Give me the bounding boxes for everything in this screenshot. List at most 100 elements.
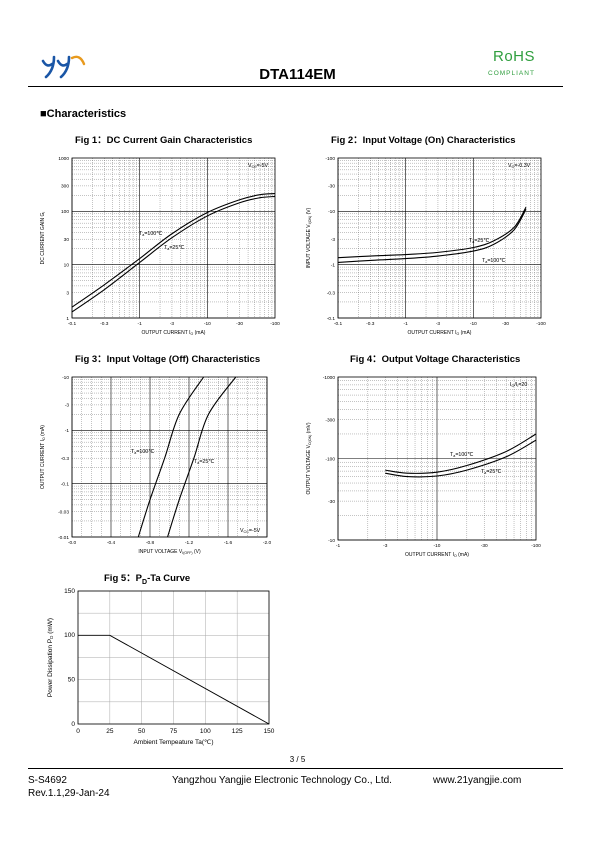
fig4-annotation: IO/II=20 [510,382,527,388]
y-axis-label: Power Dissipation PD (mW) [47,618,54,697]
fig2-series-label: Ta=100℃ [482,258,505,264]
x-tick-label: -10 [204,321,211,327]
fig1-series-line [71,193,276,308]
fig3-series-line [167,376,237,538]
y-tick-label: -100 [325,156,335,162]
y-tick-label: 150 [64,588,75,595]
fig4-series-line [385,433,537,474]
x-tick-label: -30 [236,321,243,327]
x-tick-label: -10 [470,321,477,327]
fig4-frame [337,376,537,541]
x-tick-label: -1 [336,543,341,549]
footer-divider [28,768,563,769]
fig1-series-line [71,195,276,313]
header-divider [28,86,563,87]
fig4-chart: -1 -3 -10 -30 -100 -10 -30 -100 -300 -1000 OUTPUT … [306,375,541,558]
compliant-label: COMPLIANT [488,70,535,77]
y-tick-label: 100 [61,209,69,215]
x-tick-label: -100 [531,543,541,549]
fig1-title: Fig 1：DC Current Gain Characteristics [75,135,253,146]
x-tick-label: -0.1 [68,321,77,327]
fig3-grid [71,377,268,538]
y-axis-label: OUTPUT CURRENT IO (mA) [40,425,46,489]
fig2-frame [337,157,542,319]
y-tick-label: -10 [328,538,335,544]
fig2-chart: -0.1 -0.3 -1 -3 -10 -30 -100 -0.1 -0.3 -1 -3 -10 -30… [306,156,546,336]
fig5-chart: 0 25 50 75 100 125 150 0 50 100 150 Ambient Tempeat… [47,588,275,746]
x-tick-label: -2.0 [263,540,272,546]
fig5-series-line [78,634,270,725]
x-tick-label: -0.4 [107,540,116,546]
fig3-series-line [137,376,205,538]
y-tick-label: -100 [325,456,335,462]
y-tick-label: 30 [64,237,70,243]
y-tick-label: -30 [328,184,335,190]
x-tick-label: -1 [404,321,409,327]
fig3-annotation: VCC=-5V [240,528,261,534]
x-tick-label: -10 [434,543,441,549]
fig4-series-line [385,439,537,478]
revision: Rev.1.1,29-Jan-24 [28,788,110,799]
x-axis-label: INPUT VOLTAGE VI(OFF) (V) [138,549,201,555]
x-tick-label: -100 [270,321,280,327]
company-name: Yangzhou Yangjie Electronic Technology C… [172,775,392,786]
x-tick-label: -0.3 [100,321,109,327]
y-tick-label: 1 [66,316,69,322]
fig5-grid [77,590,270,725]
fig3-title: Fig 3：Input Voltage (Off) Characteristic… [75,354,261,365]
fig4-title: Fig 4：Output Voltage Characteristics [350,354,521,365]
x-tick-label: -30 [502,321,509,327]
fig2-series-line [337,206,527,259]
fig2-title: Fig 2：Input Voltage (On) Characteristics [331,135,516,146]
x-tick-label: 75 [170,728,178,735]
y-tick-label: 3 [66,290,69,296]
x-tick-label: -1.2 [185,540,194,546]
fig2-annotation: VO=-0.3V [508,163,531,169]
x-tick-label: -30 [481,543,488,549]
y-tick-label: -3 [331,237,336,243]
x-tick-label: -1 [138,321,143,327]
y-axis-label: DC CURRENT GAIN GI [40,212,46,265]
y-tick-label: 1000 [58,156,69,162]
y-tick-label: -10 [62,375,69,381]
y-tick-label: -0.03 [58,509,69,515]
y-tick-label: -0.3 [61,456,70,462]
x-tick-label: 0 [76,728,80,735]
fig1-chart: -0.1 -0.3 -1 -3 -10 -30 -100 1 3 10 30 100 300 1000 OU… [40,156,280,336]
fig1-frame [71,157,276,319]
x-tick-label: 50 [138,728,146,735]
fig1-series-label: Ta=25℃ [164,245,184,251]
x-tick-label: -3 [170,321,175,327]
x-axis-label: OUTPUT CURRENT IO (mA) [142,330,206,336]
fig1-grid [71,158,275,319]
y-tick-label: 50 [68,676,76,683]
fig2-grid [337,158,541,319]
x-tick-label: -3 [383,543,388,549]
x-tick-label: 25 [106,728,114,735]
y-axis-label: OUTPUT VOLTAGE VO(ON) (mV) [306,422,312,494]
fig3-series-label: Ta=100℃ [131,449,154,455]
x-tick-label: -100 [536,321,546,327]
y-tick-label: -30 [328,499,335,505]
fig1-annotation: VCE=-5V [248,163,268,169]
x-tick-label: -3 [436,321,441,327]
fig5-title: Fig 5：PD-Ta Curve [104,573,191,586]
x-tick-label: -1.6 [224,540,233,546]
fig1-series-label: Ta=100℃ [139,231,162,237]
x-tick-label: -0.1 [334,321,343,327]
page-number: 3 / 5 [289,755,306,764]
yangjie-logo-icon [41,55,86,79]
y-tick-label: -0.3 [327,290,336,296]
section-title: ■Characteristics [40,108,127,120]
y-tick-label: -0.01 [58,535,69,541]
fig4-series-label: Ta=25℃ [481,469,501,475]
part-number: DTA114EM [259,66,336,83]
y-tick-label: 100 [64,632,75,639]
fig5-frame [77,590,270,725]
y-tick-label: -1 [65,428,70,434]
x-axis-label: OUTPUT CURRENT IO (mA) [405,552,469,558]
rohs-label: RoHS [493,48,536,65]
y-tick-label: -3 [65,403,70,409]
y-tick-label: -1 [331,262,336,268]
website: www.21yangjie.com [433,775,522,786]
